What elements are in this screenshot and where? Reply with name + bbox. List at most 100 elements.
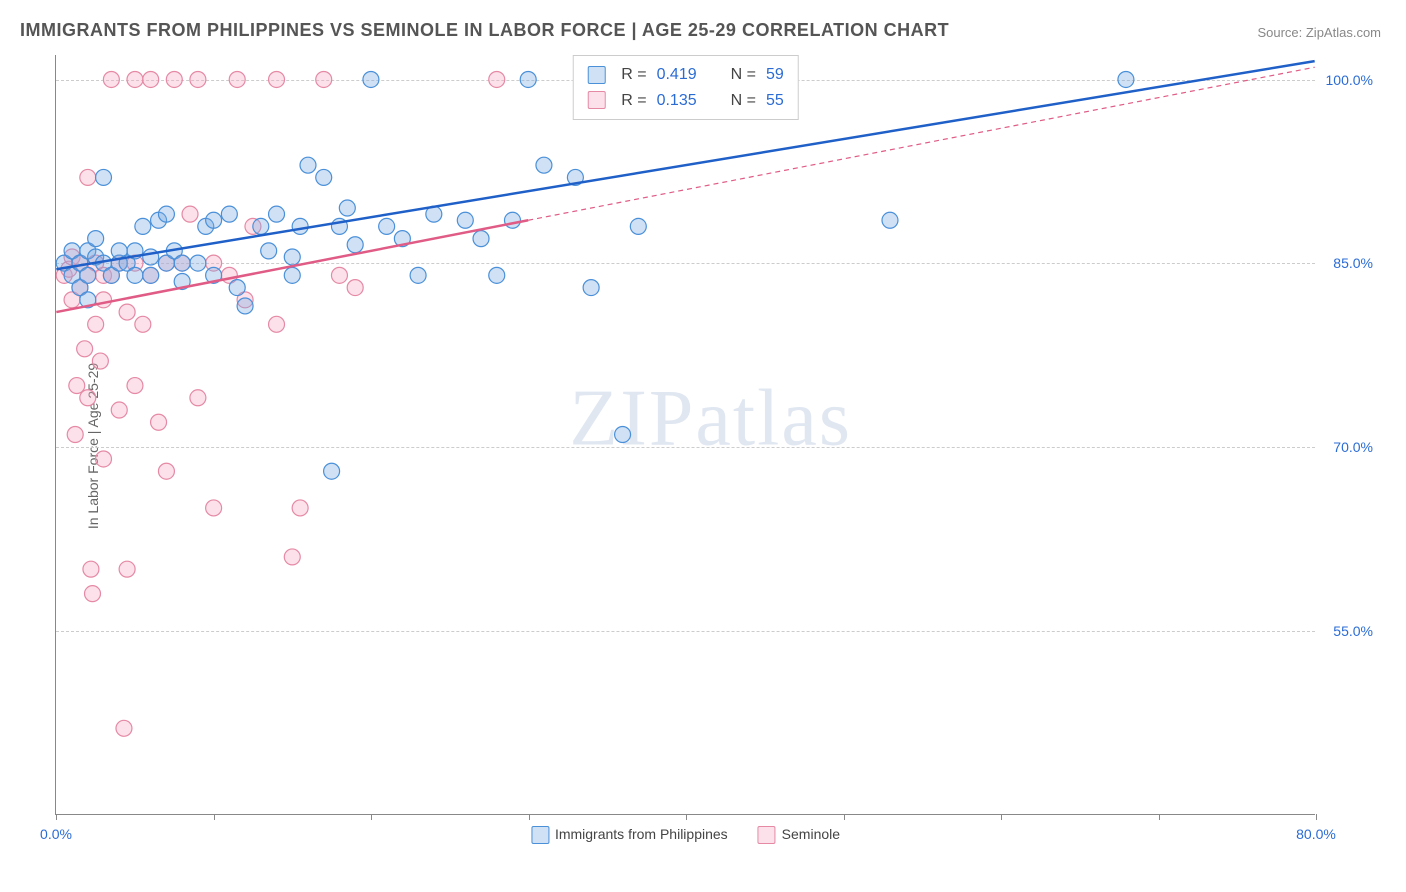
scatter-point (339, 200, 355, 216)
y-tick-label: 100.0% (1323, 72, 1373, 88)
chart-title: IMMIGRANTS FROM PHILIPPINES VS SEMINOLE … (20, 20, 949, 41)
scatter-point (261, 243, 277, 259)
scatter-point (284, 267, 300, 283)
stats-row: R = 0.419N = 59 (587, 62, 784, 88)
legend-item: Seminole (758, 826, 840, 844)
stats-legend-box: R = 0.419N = 59R = 0.135N = 55 (572, 55, 799, 120)
legend-swatch (531, 826, 549, 844)
x-tick (371, 814, 372, 820)
legend-label: Seminole (782, 826, 840, 842)
scatter-point (127, 267, 143, 283)
chart-svg-layer (56, 55, 1315, 814)
scatter-point (151, 414, 167, 430)
x-tick (1001, 814, 1002, 820)
scatter-point (269, 316, 285, 332)
scatter-point (253, 218, 269, 234)
scatter-point (88, 231, 104, 247)
scatter-point (80, 267, 96, 283)
scatter-point (316, 169, 332, 185)
scatter-point (536, 157, 552, 173)
scatter-point (410, 267, 426, 283)
scatter-point (96, 451, 112, 467)
scatter-point (127, 71, 143, 87)
scatter-point (269, 71, 285, 87)
scatter-point (158, 206, 174, 222)
plot-area: ZIPatlas R = 0.419N = 59R = 0.135N = 55 … (55, 55, 1315, 815)
scatter-point (119, 561, 135, 577)
scatter-point (158, 463, 174, 479)
scatter-point (363, 71, 379, 87)
legend-item: Immigrants from Philippines (531, 826, 728, 844)
stats-n-value: 55 (766, 88, 784, 114)
scatter-point (174, 255, 190, 271)
y-tick-label: 55.0% (1323, 623, 1373, 639)
scatter-point (119, 304, 135, 320)
bottom-legend: Immigrants from Philippines Seminole (531, 826, 840, 844)
scatter-point (190, 390, 206, 406)
scatter-point (190, 71, 206, 87)
legend-swatch (758, 826, 776, 844)
scatter-point (206, 500, 222, 516)
scatter-point (457, 212, 473, 228)
scatter-point (83, 561, 99, 577)
x-tick (529, 814, 530, 820)
scatter-point (292, 500, 308, 516)
x-tick (214, 814, 215, 820)
scatter-point (221, 206, 237, 222)
scatter-point (182, 206, 198, 222)
scatter-point (77, 341, 93, 357)
stats-r-value: 0.135 (657, 88, 697, 114)
x-tick-label: 80.0% (1296, 826, 1336, 842)
scatter-point (143, 71, 159, 87)
stats-row: R = 0.135N = 55 (587, 88, 784, 114)
scatter-point (80, 169, 96, 185)
stats-n-label: N = (731, 88, 756, 114)
legend-swatch (587, 66, 605, 84)
scatter-point (347, 237, 363, 253)
scatter-point (630, 218, 646, 234)
scatter-point (300, 157, 316, 173)
scatter-point (67, 427, 83, 443)
scatter-point (489, 71, 505, 87)
scatter-point (615, 427, 631, 443)
x-tick (56, 814, 57, 820)
x-tick (1316, 814, 1317, 820)
legend-swatch (587, 91, 605, 109)
scatter-point (473, 231, 489, 247)
scatter-point (292, 218, 308, 234)
stats-r-value: 0.419 (657, 62, 697, 88)
legend-label: Immigrants from Philippines (555, 826, 728, 842)
scatter-point (135, 218, 151, 234)
x-tick (686, 814, 687, 820)
scatter-point (1118, 71, 1134, 87)
scatter-point (284, 549, 300, 565)
scatter-point (206, 212, 222, 228)
scatter-point (489, 267, 505, 283)
x-tick (844, 814, 845, 820)
scatter-point (116, 720, 132, 736)
scatter-point (504, 212, 520, 228)
stats-n-label: N = (731, 62, 756, 88)
y-tick-label: 70.0% (1323, 439, 1373, 455)
scatter-point (103, 71, 119, 87)
scatter-point (347, 280, 363, 296)
y-tick-label: 85.0% (1323, 255, 1373, 271)
scatter-point (80, 390, 96, 406)
scatter-point (135, 316, 151, 332)
scatter-point (520, 71, 536, 87)
scatter-point (127, 378, 143, 394)
scatter-point (331, 267, 347, 283)
scatter-point (379, 218, 395, 234)
scatter-point (96, 169, 112, 185)
scatter-point (96, 292, 112, 308)
chart-container: IMMIGRANTS FROM PHILIPPINES VS SEMINOLE … (0, 0, 1406, 892)
x-tick (1159, 814, 1160, 820)
scatter-point (92, 353, 108, 369)
scatter-point (111, 402, 127, 418)
scatter-point (269, 206, 285, 222)
scatter-point (88, 316, 104, 332)
scatter-point (237, 298, 253, 314)
scatter-point (229, 71, 245, 87)
scatter-point (143, 267, 159, 283)
scatter-point (143, 249, 159, 265)
